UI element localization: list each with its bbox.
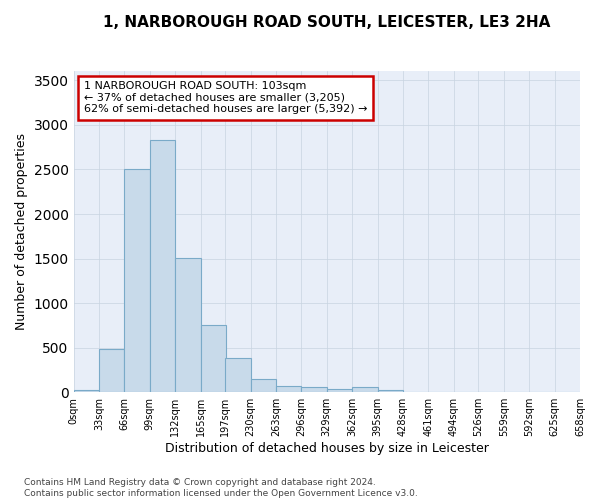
- Title: 1, NARBOROUGH ROAD SOUTH, LEICESTER, LE3 2HA: 1, NARBOROUGH ROAD SOUTH, LEICESTER, LE3…: [103, 15, 550, 30]
- Bar: [377, 390, 403, 392]
- X-axis label: Distribution of detached houses by size in Leicester: Distribution of detached houses by size …: [165, 442, 489, 455]
- Bar: [175, 258, 200, 392]
- Bar: [200, 326, 226, 392]
- Text: 1 NARBOROUGH ROAD SOUTH: 103sqm
← 37% of detached houses are smaller (3,205)
62%: 1 NARBOROUGH ROAD SOUTH: 103sqm ← 37% of…: [83, 81, 367, 114]
- Bar: [150, 140, 175, 392]
- Text: Contains HM Land Registry data © Crown copyright and database right 2024.
Contai: Contains HM Land Registry data © Crown c…: [24, 478, 418, 498]
- Bar: [99, 348, 124, 392]
- Y-axis label: Number of detached properties: Number of detached properties: [15, 134, 28, 330]
- Bar: [251, 379, 276, 392]
- Bar: [276, 386, 301, 392]
- Bar: [74, 390, 99, 392]
- Bar: [327, 388, 352, 392]
- Bar: [225, 358, 251, 392]
- Bar: [301, 388, 327, 392]
- Bar: [124, 168, 150, 392]
- Bar: [352, 388, 377, 392]
